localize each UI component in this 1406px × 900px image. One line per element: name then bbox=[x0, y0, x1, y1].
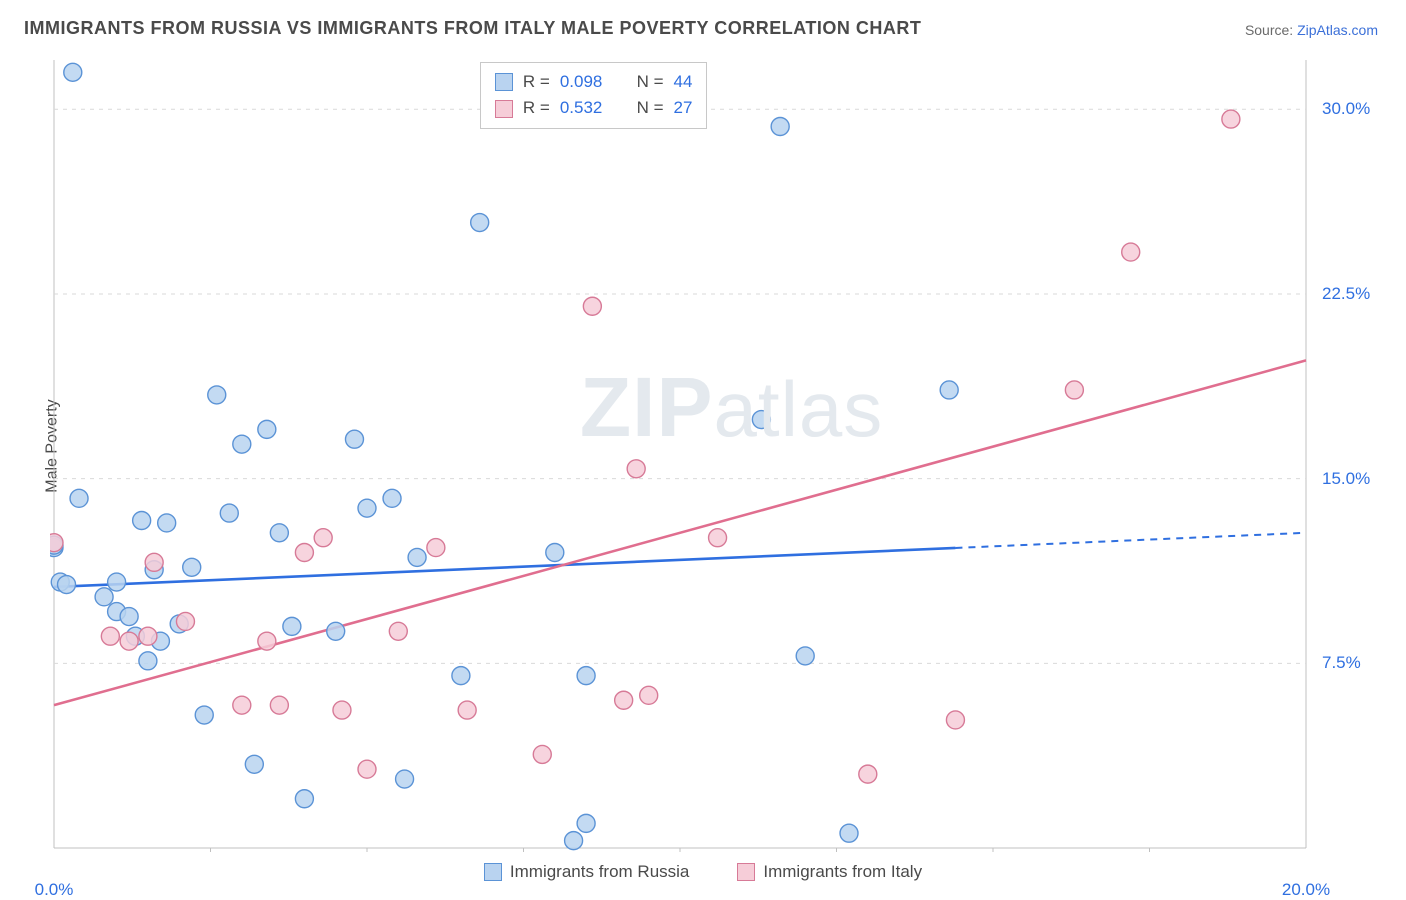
legend-item: Immigrants from Russia bbox=[484, 862, 689, 882]
y-tick-label: 15.0% bbox=[1322, 469, 1382, 489]
stat-n-label: N = bbox=[637, 69, 664, 95]
x-tick-label: 0.0% bbox=[35, 880, 74, 900]
stat-n-value: 44 bbox=[674, 69, 693, 95]
source-prefix: Source: bbox=[1245, 22, 1297, 38]
y-tick-label: 22.5% bbox=[1322, 284, 1382, 304]
series-legend: Immigrants from Russia Immigrants from It… bbox=[0, 862, 1406, 882]
stats-swatch bbox=[495, 73, 513, 91]
legend-label: Immigrants from Italy bbox=[763, 862, 922, 882]
plot-area: ZIPatlas R = 0.098 N = 44R = 0.532 N = 2… bbox=[50, 56, 1386, 852]
y-tick-label: 7.5% bbox=[1322, 653, 1382, 673]
source-attribution: Source: ZipAtlas.com bbox=[1245, 22, 1378, 38]
legend-swatch bbox=[484, 863, 502, 881]
stats-box: R = 0.098 N = 44R = 0.532 N = 27 bbox=[480, 62, 708, 129]
scatter-plot-svg bbox=[50, 56, 1386, 852]
stat-n-value: 27 bbox=[674, 95, 693, 121]
stat-n-label: N = bbox=[637, 95, 664, 121]
chart-title: IMMIGRANTS FROM RUSSIA VS IMMIGRANTS FRO… bbox=[24, 18, 921, 39]
stat-r-value: 0.098 bbox=[560, 69, 603, 95]
stats-row: R = 0.532 N = 27 bbox=[495, 95, 693, 121]
x-tick-label: 20.0% bbox=[1282, 880, 1330, 900]
legend-item: Immigrants from Italy bbox=[737, 862, 922, 882]
stat-r-label: R = bbox=[523, 69, 550, 95]
stats-swatch bbox=[495, 100, 513, 118]
stats-row: R = 0.098 N = 44 bbox=[495, 69, 693, 95]
legend-swatch bbox=[737, 863, 755, 881]
source-link[interactable]: ZipAtlas.com bbox=[1297, 22, 1378, 38]
stat-r-value: 0.532 bbox=[560, 95, 603, 121]
y-tick-label: 30.0% bbox=[1322, 99, 1382, 119]
stat-r-label: R = bbox=[523, 95, 550, 121]
legend-label: Immigrants from Russia bbox=[510, 862, 689, 882]
